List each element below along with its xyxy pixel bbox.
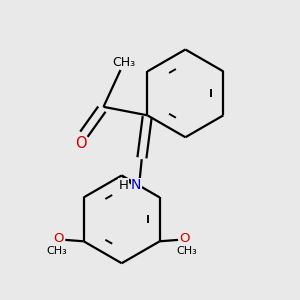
Text: CH₃: CH₃	[46, 246, 67, 256]
Text: O: O	[53, 232, 64, 245]
Text: CH₃: CH₃	[112, 56, 135, 69]
Text: O: O	[75, 136, 87, 151]
Text: H: H	[118, 179, 128, 192]
Text: O: O	[179, 232, 190, 245]
Text: N: N	[131, 178, 141, 192]
Text: CH₃: CH₃	[176, 246, 197, 256]
